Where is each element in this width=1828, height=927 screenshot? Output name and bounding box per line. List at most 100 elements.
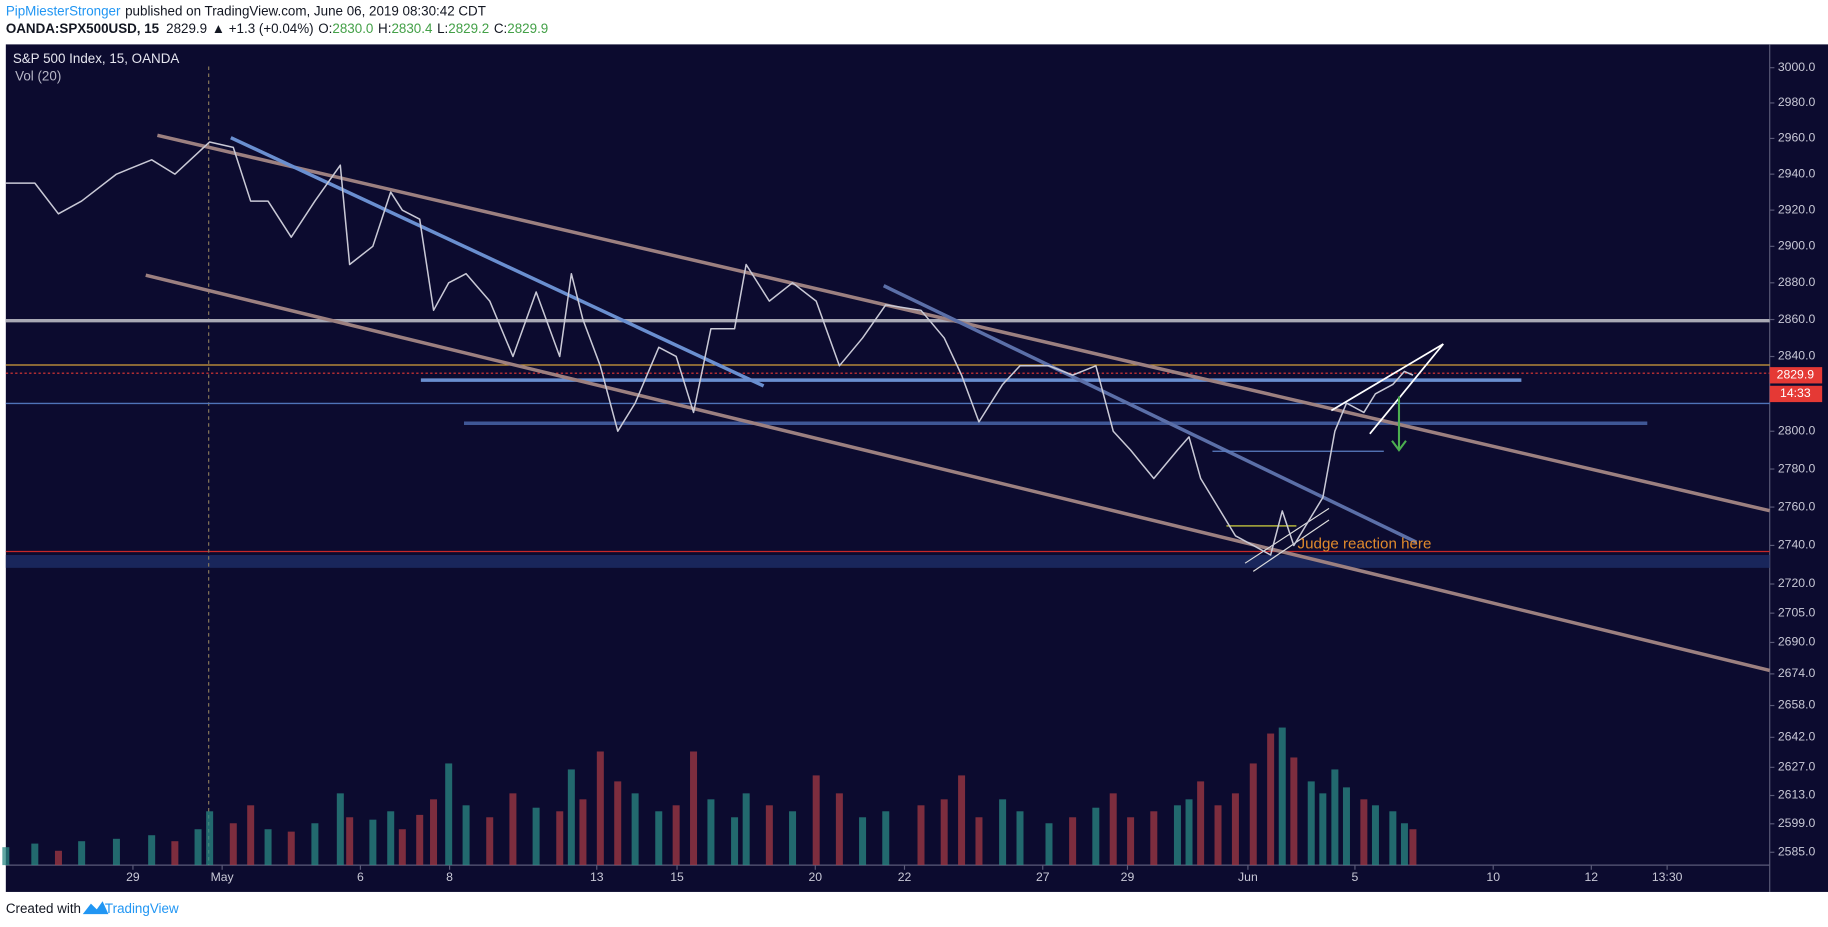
x-tick-label: 13:30 — [1652, 870, 1683, 884]
volume-bar — [462, 805, 470, 866]
volume-bar — [346, 817, 354, 866]
volume-bar — [311, 823, 319, 866]
close: 2829.9 — [507, 21, 548, 36]
volume-bar — [54, 850, 62, 866]
x-tick-label: 22 — [898, 870, 912, 884]
volume-bar — [631, 793, 639, 866]
volume-bar — [1109, 793, 1117, 866]
channel-line — [145, 273, 1771, 673]
volume-bar — [958, 775, 966, 866]
legend-title: S&P 500 Index, 15, OANDA — [13, 51, 180, 66]
price-line — [5, 141, 1414, 556]
x-tick-label: 15 — [670, 870, 684, 884]
author[interactable]: PipMiesterStronger — [6, 3, 121, 18]
wedge-line — [1330, 343, 1444, 412]
volume-bar — [742, 793, 750, 866]
volume-bar — [1150, 811, 1158, 866]
volume-bar — [765, 805, 773, 866]
open: 2830.0 — [332, 21, 373, 36]
footer-brand[interactable]: TradingView — [105, 901, 179, 916]
y-tick-label: 2658.0 — [1778, 698, 1816, 712]
volume-bar — [579, 799, 587, 866]
plot-area — [5, 44, 1770, 892]
high: 2830.4 — [391, 21, 433, 36]
volume-bar — [1342, 787, 1350, 866]
volume-bar — [112, 838, 120, 866]
volume-bar — [1409, 829, 1417, 866]
volume-bar — [1389, 811, 1397, 866]
y-tick-label: 2720.0 — [1778, 576, 1816, 590]
volume-bar — [917, 805, 925, 866]
y-tick-label: 2740.0 — [1778, 538, 1816, 552]
y-tick-label: 2705.0 — [1778, 605, 1816, 619]
volume-bar — [509, 793, 517, 866]
y-tick-label: 2627.0 — [1778, 760, 1816, 774]
volume-bar — [247, 805, 255, 866]
price-pane — [5, 141, 1414, 556]
volume-bar — [430, 799, 438, 866]
low: 2829.2 — [448, 21, 489, 36]
volume-bar — [229, 823, 237, 866]
volume-bar — [999, 799, 1007, 866]
volume-bar — [690, 751, 698, 866]
y-tick-label: 2860.0 — [1778, 312, 1816, 326]
volume-bar — [1173, 805, 1181, 866]
y-tick-label: 2980.0 — [1778, 95, 1816, 109]
high-label: H: — [378, 21, 391, 36]
x-tick-label: 13 — [590, 870, 604, 884]
x-tick-label: Jun — [1238, 870, 1258, 884]
volume-bar — [1400, 823, 1408, 866]
channel-line — [1244, 507, 1330, 564]
countdown-label: 14:33 — [1780, 386, 1811, 400]
down-arrow — [1391, 396, 1407, 452]
volume-bar — [1069, 817, 1077, 866]
symbol: OANDA:SPX500USD, 15 — [6, 21, 160, 36]
volume-bar — [882, 811, 890, 866]
volume-bar — [2, 847, 10, 866]
publish-line: PipMiesterStronger published on TradingVi… — [6, 3, 486, 18]
last: 2829.9 — [166, 21, 207, 36]
volume-bar — [206, 811, 214, 866]
footer-created: Created with — [6, 901, 81, 916]
volume-bar — [445, 763, 453, 866]
volume-bar — [1278, 727, 1286, 866]
tv-logo — [82, 901, 109, 915]
volume-bar — [1197, 781, 1205, 866]
y-tick-label: 2642.0 — [1778, 730, 1816, 744]
volume-bar — [1045, 823, 1053, 866]
legend-volume: Vol (20) — [15, 69, 61, 84]
x-tick-label: 10 — [1486, 870, 1500, 884]
last-price-label: 2829.9 — [1777, 368, 1815, 382]
y-tick-label: 2940.0 — [1778, 166, 1816, 180]
countdown-tag — [1769, 385, 1823, 403]
y-tick-label: 2880.0 — [1778, 275, 1816, 289]
volume-bar — [1249, 763, 1257, 866]
volume-bar — [1016, 811, 1024, 866]
ohlc-line: OANDA:SPX500USD, 15 2829.9 ▲ +1.3 (+0.04%)… — [6, 21, 548, 36]
drawings — [5, 66, 1771, 866]
x-tick-label: May — [211, 870, 235, 884]
y-tick-label: 2613.0 — [1778, 788, 1816, 802]
volume-bar — [31, 843, 39, 866]
y-tick-label: 2599.0 — [1778, 816, 1816, 830]
last-price-tag — [1769, 367, 1823, 384]
price-axis — [1769, 44, 1828, 892]
volume-bar — [731, 817, 739, 866]
x-tick-label: 29 — [126, 870, 140, 884]
volume-bar — [1290, 757, 1298, 866]
trendline — [882, 284, 1418, 544]
y-tick-label: 2900.0 — [1778, 239, 1816, 253]
volume-bar — [1360, 799, 1368, 866]
x-tick-label: 6 — [357, 870, 364, 884]
volume-bar — [486, 817, 494, 866]
volume-bar — [148, 835, 156, 866]
volume-bar — [1214, 805, 1222, 866]
volume-bar — [264, 829, 272, 866]
volume-pane — [2, 727, 1417, 866]
volume-bar — [194, 829, 202, 866]
open-label: O: — [318, 21, 332, 36]
volume-bar — [1371, 805, 1379, 866]
volume-bar — [171, 841, 179, 866]
